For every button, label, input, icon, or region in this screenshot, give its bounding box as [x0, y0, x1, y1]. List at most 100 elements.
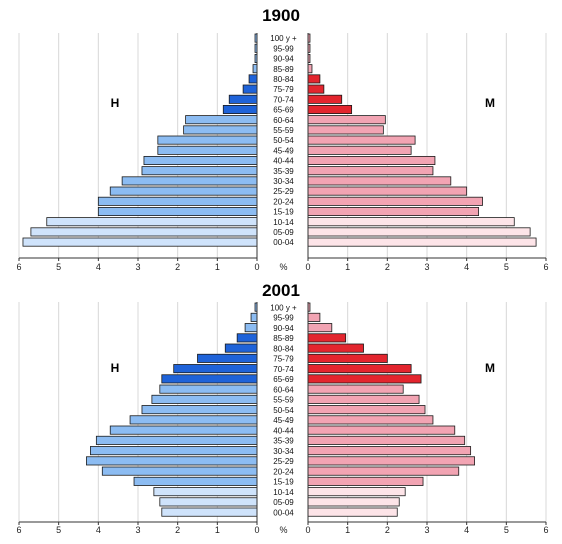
bar-female-45-49	[307, 415, 434, 425]
age-label: 00-04	[273, 238, 294, 247]
tick-label: 2	[175, 525, 180, 535]
tick-label: 1	[345, 525, 350, 535]
age-label: 30-34	[273, 447, 294, 456]
bar-male-60-64	[185, 115, 258, 125]
age-label: 35-39	[273, 167, 294, 176]
bar-male-50-54	[141, 405, 258, 415]
bar-male-95-99	[250, 312, 258, 322]
bar-male-75-79	[197, 353, 258, 363]
bar-male-75-79	[242, 84, 258, 94]
bar-male-00-04	[22, 237, 258, 247]
bar-female-55-59	[307, 394, 420, 404]
bar-male-25-29	[86, 456, 258, 466]
age-label: 55-59	[273, 126, 294, 135]
age-label: 100 y +	[270, 303, 297, 312]
bar-male-40-44	[109, 425, 258, 435]
bar-male-90-94	[244, 323, 258, 333]
unit-label: %	[279, 525, 287, 535]
bar-female-80-84	[307, 74, 321, 84]
age-label: 60-64	[273, 385, 294, 394]
bar-female-35-39	[307, 166, 434, 176]
tick-label: 0	[305, 525, 310, 535]
age-label: 40-44	[273, 426, 294, 435]
bar-male-25-29	[109, 186, 258, 196]
age-label: 85-89	[273, 65, 294, 74]
age-label: 05-09	[273, 228, 294, 237]
tick-label: 6	[16, 525, 21, 535]
tick-label: 5	[504, 525, 509, 535]
bar-male-45-49	[157, 145, 258, 155]
bar-male-55-59	[151, 394, 258, 404]
bar-male-20-24	[101, 466, 258, 476]
bar-female-75-79	[307, 353, 388, 363]
bar-male-20-24	[97, 196, 258, 206]
age-label: 45-49	[273, 146, 294, 155]
tick-label: 5	[504, 262, 509, 272]
unit-label: %	[279, 262, 287, 272]
tick-label: 2	[385, 525, 390, 535]
bar-female-10-14	[307, 217, 515, 227]
bar-female-20-24	[307, 196, 483, 206]
age-label: 70-74	[273, 365, 294, 374]
age-label: 80-84	[273, 75, 294, 84]
tick-label: 3	[424, 262, 429, 272]
age-label: 70-74	[273, 95, 294, 104]
bar-male-60-64	[159, 384, 258, 394]
bar-female-70-74	[307, 364, 412, 374]
male-label-2001: H	[111, 361, 120, 375]
bar-female-00-04	[307, 507, 398, 517]
bar-male-35-39	[95, 435, 258, 445]
age-label: 75-79	[273, 355, 294, 364]
bar-female-25-29	[307, 186, 468, 196]
bar-male-80-84	[248, 74, 258, 84]
bar-female-10-14	[307, 487, 406, 497]
female-label-2001: M	[485, 361, 495, 375]
age-label: 15-19	[273, 478, 294, 487]
bar-male-15-19	[97, 206, 258, 216]
bar-female-05-09	[307, 497, 400, 507]
age-label: 65-69	[273, 375, 294, 384]
bar-female-90-94	[307, 323, 333, 333]
bar-female-50-54	[307, 135, 416, 145]
bar-male-30-34	[121, 176, 258, 186]
tick-label: 6	[16, 262, 21, 272]
bar-male-65-69	[161, 374, 258, 384]
bar-female-85-89	[307, 333, 347, 343]
bar-female-25-29	[307, 456, 476, 466]
bar-female-40-44	[307, 155, 436, 165]
tick-label: 6	[543, 262, 548, 272]
tick-label: 4	[464, 262, 469, 272]
age-label: 25-29	[273, 187, 294, 196]
plot-layer: 100 y +95-9990-9485-8980-8475-7970-7465-…	[16, 33, 549, 535]
tick-label: 1	[215, 262, 220, 272]
bar-female-85-89	[307, 64, 313, 74]
tick-label: 1	[215, 525, 220, 535]
age-label: 10-14	[273, 218, 294, 227]
age-label: 95-99	[273, 314, 294, 323]
bar-male-10-14	[46, 217, 258, 227]
age-label: 30-34	[273, 177, 294, 186]
age-label: 25-29	[273, 457, 294, 466]
chart-title-2001: 2001	[262, 281, 300, 300]
bar-female-65-69	[307, 374, 422, 384]
tick-label: 6	[543, 525, 548, 535]
tick-label: 2	[175, 262, 180, 272]
bar-male-80-84	[224, 343, 258, 353]
bar-female-60-64	[307, 115, 386, 125]
bar-female-05-09	[307, 227, 531, 237]
tick-label: 2	[385, 262, 390, 272]
bar-female-50-54	[307, 405, 426, 415]
age-label: 60-64	[273, 116, 294, 125]
bar-male-70-74	[228, 94, 258, 104]
bar-female-65-69	[307, 105, 353, 115]
tick-label: 5	[56, 262, 61, 272]
bar-male-00-04	[161, 507, 258, 517]
age-label: 55-59	[273, 396, 294, 405]
tick-label: 0	[254, 262, 259, 272]
bar-male-05-09	[159, 497, 258, 507]
bar-female-80-84	[307, 343, 364, 353]
bar-female-70-74	[307, 94, 343, 104]
